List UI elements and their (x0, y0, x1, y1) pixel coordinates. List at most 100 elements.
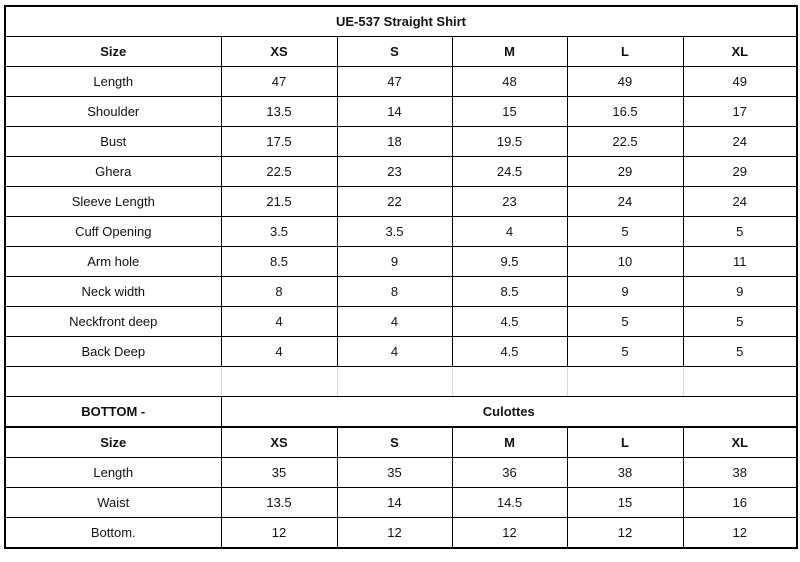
cell-value: 24 (566, 186, 684, 217)
empty-cell (566, 366, 684, 397)
cell-value: 35 (220, 457, 338, 488)
cell-value: 4 (220, 336, 338, 367)
cell-value: 15 (451, 96, 568, 127)
cell-value: 38 (566, 457, 684, 488)
row-label: Neckfront deep (4, 306, 222, 337)
cell-value: S (336, 426, 453, 458)
bottom-section-row: BOTTOM - Culottes (4, 396, 798, 428)
cell-value: 10 (566, 246, 684, 277)
cell-value: XS (220, 36, 338, 67)
table-row: Length 35 35 36 38 38 (4, 457, 798, 488)
header-row: Size XS S M L XL (4, 36, 798, 67)
row-label: Ghera (4, 156, 222, 187)
row-label: Neck width (4, 276, 222, 307)
cell-value: 47 (336, 66, 453, 97)
empty-cell (220, 366, 338, 397)
row-label: Waist (4, 487, 222, 518)
table-row: Back Deep 4 4 4.5 5 5 (4, 336, 798, 367)
row-label: Bottom. (4, 517, 222, 549)
cell-value: 14.5 (451, 487, 568, 518)
cell-value: 5 (566, 216, 684, 247)
cell-value: 5 (682, 306, 798, 337)
table-row: Neck width 8 8 8.5 9 9 (4, 276, 798, 307)
cell-value: 36 (451, 457, 568, 488)
cell-value: 9 (336, 246, 453, 277)
row-label: Arm hole (4, 246, 222, 277)
cell-value: 29 (682, 156, 798, 187)
cell-value: 13.5 (220, 96, 338, 127)
cell-value: 9 (566, 276, 684, 307)
table-row: Waist 13.5 14 14.5 15 16 (4, 487, 798, 518)
cell-value: 13.5 (220, 487, 338, 518)
cell-value: L (566, 36, 684, 67)
table-row: Ghera 22.5 23 24.5 29 29 (4, 156, 798, 187)
cell-value: 8.5 (220, 246, 338, 277)
cell-value: 22.5 (220, 156, 338, 187)
cell-value: 4 (336, 336, 453, 367)
table-title: UE-537 Straight Shirt (4, 5, 798, 37)
table-row: Bust 17.5 18 19.5 22.5 24 (4, 126, 798, 157)
cell-value: 18 (336, 126, 453, 157)
cell-value: 3.5 (220, 216, 338, 247)
row-label: Size (4, 36, 222, 67)
cell-value: 24.5 (451, 156, 568, 187)
table-row: Length 47 47 48 49 49 (4, 66, 798, 97)
table-row: Bottom. 12 12 12 12 12 (4, 517, 798, 549)
table-row: Neckfront deep 4 4 4.5 5 5 (4, 306, 798, 337)
bottom-garment-name: Culottes (220, 396, 798, 428)
cell-value: 23 (451, 186, 568, 217)
row-label: Length (4, 66, 222, 97)
cell-value: 5 (566, 336, 684, 367)
cell-value: 16 (682, 487, 798, 518)
cell-value: 21.5 (220, 186, 338, 217)
row-label: Back Deep (4, 336, 222, 367)
cell-value: 16.5 (566, 96, 684, 127)
empty-cell (336, 366, 453, 397)
cell-value: 29 (566, 156, 684, 187)
cell-value: 15 (566, 487, 684, 518)
cell-value: 22.5 (566, 126, 684, 157)
cell-value: 17 (682, 96, 798, 127)
cell-value: 4.5 (451, 306, 568, 337)
empty-cell (4, 366, 222, 397)
cell-value: S (336, 36, 453, 67)
cell-value: 35 (336, 457, 453, 488)
cell-value: 5 (682, 216, 798, 247)
cell-value: 19.5 (451, 126, 568, 157)
header-row: Size XS S M L XL (4, 426, 798, 458)
cell-value: 4 (220, 306, 338, 337)
cell-value: 23 (336, 156, 453, 187)
cell-value: 3.5 (336, 216, 453, 247)
cell-value: 8.5 (451, 276, 568, 307)
cell-value: 22 (336, 186, 453, 217)
cell-value: XS (220, 426, 338, 458)
cell-value: 47 (220, 66, 338, 97)
cell-value: 48 (451, 66, 568, 97)
table-row: Arm hole 8.5 9 9.5 10 11 (4, 246, 798, 277)
row-label: Cuff Opening (4, 216, 222, 247)
empty-row (4, 366, 798, 397)
cell-value: 49 (682, 66, 798, 97)
title-row: UE-537 Straight Shirt (4, 5, 798, 37)
cell-value: 4 (336, 306, 453, 337)
cell-value: L (566, 426, 684, 458)
cell-value: 24 (682, 126, 798, 157)
cell-value: 9.5 (451, 246, 568, 277)
cell-value: 12 (682, 517, 798, 549)
table-row: Shoulder 13.5 14 15 16.5 17 (4, 96, 798, 127)
row-label: Size (4, 426, 222, 458)
cell-value: XL (682, 36, 798, 67)
cell-value: 11 (682, 246, 798, 277)
cell-value: 5 (566, 306, 684, 337)
empty-cell (451, 366, 568, 397)
table-row: Cuff Opening 3.5 3.5 4 5 5 (4, 216, 798, 247)
cell-value: 12 (566, 517, 684, 549)
row-label: Sleeve Length (4, 186, 222, 217)
row-label: Bust (4, 126, 222, 157)
cell-value: M (451, 426, 568, 458)
cell-value: M (451, 36, 568, 67)
cell-value: 5 (682, 336, 798, 367)
cell-value: 24 (682, 186, 798, 217)
cell-value: 12 (220, 517, 338, 549)
cell-value: 9 (682, 276, 798, 307)
